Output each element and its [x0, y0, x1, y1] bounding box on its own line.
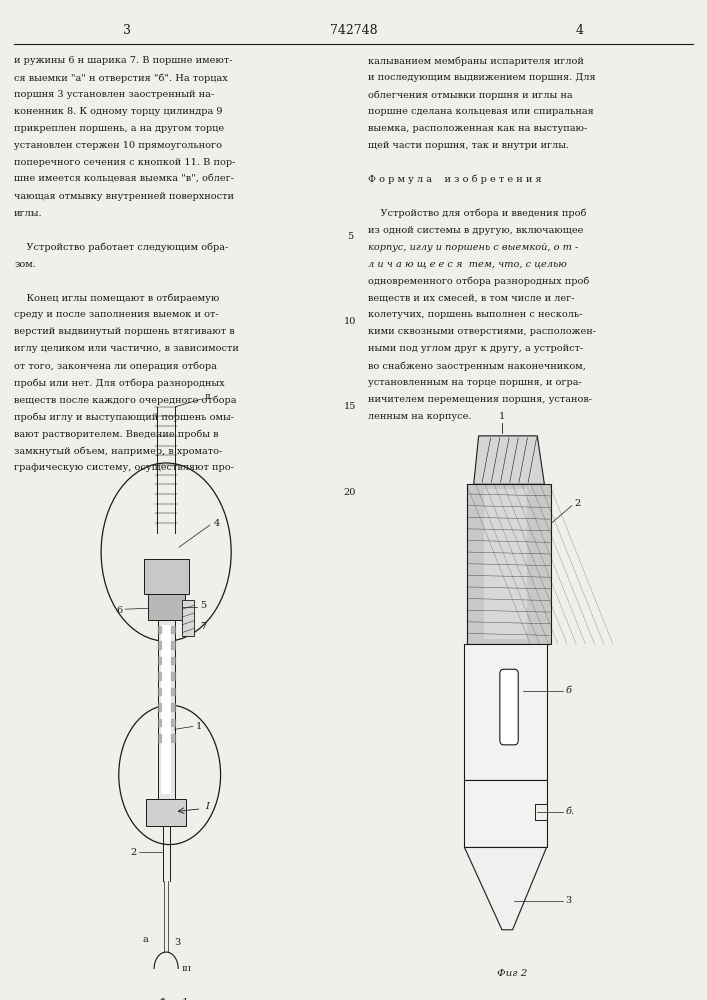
Text: калыванием мембраны испарителя иглой: калыванием мембраны испарителя иглой — [368, 56, 583, 66]
Text: во снабжено заостренным наконечником,: во снабжено заостренным наконечником, — [368, 361, 585, 371]
Text: прикреплен поршень, а на другом торце: прикреплен поршень, а на другом торце — [14, 124, 224, 133]
Text: колетучих, поршень выполнен с несколь-: колетучих, поршень выполнен с несколь- — [368, 310, 582, 319]
Polygon shape — [464, 847, 547, 930]
Bar — [158, 620, 175, 799]
Bar — [484, 489, 527, 639]
Text: от того, закончена ли операция отбора: от того, закончена ли операция отбора — [14, 361, 217, 371]
Text: 3: 3 — [175, 938, 181, 947]
Text: замкнутый объем, например, в хромато-: замкнутый объем, например, в хромато- — [14, 446, 223, 456]
Text: ленным на корпусе.: ленным на корпусе. — [368, 412, 471, 421]
Text: 15: 15 — [344, 402, 356, 411]
Bar — [148, 594, 185, 620]
Text: веществ после каждого очередного отбора: веществ после каждого очередного отбора — [14, 395, 237, 405]
Text: Фиг 2: Фиг 2 — [498, 969, 527, 978]
Text: кими сквозными отверстиями, расположен-: кими сквозными отверстиями, расположен- — [368, 327, 595, 336]
Text: поперечного сечения с кнопкой 11. В пор-: поперечного сечения с кнопкой 11. В пор- — [14, 158, 235, 167]
Text: зом.: зом. — [14, 260, 36, 269]
Text: коненник 8. К одному торцу цилиндра 9: коненник 8. К одному торцу цилиндра 9 — [14, 107, 223, 116]
Text: 2: 2 — [130, 848, 136, 857]
Text: ничителем перемещения поршня, установ-: ничителем перемещения поршня, установ- — [368, 395, 592, 404]
Text: облегчения отмывки поршня и иглы на: облегчения отмывки поршня и иглы на — [368, 90, 572, 100]
Text: a: a — [143, 935, 148, 944]
Text: установлен стержен 10 прямоугольного: установлен стержен 10 прямоугольного — [14, 141, 222, 150]
Text: установленным на торце поршня, и огра-: установленным на торце поршня, и огра- — [368, 378, 581, 387]
Bar — [535, 804, 547, 820]
Polygon shape — [467, 484, 551, 644]
Bar — [464, 644, 547, 780]
Text: верстий выдвинутый поршень втягивают в: верстий выдвинутый поршень втягивают в — [14, 327, 235, 336]
Text: ными под углом друг к другу, а устройст-: ными под углом друг к другу, а устройст- — [368, 344, 583, 353]
Text: ся выемки "а" н отверстия "б". На торцах: ся выемки "а" н отверстия "б". На торцах — [14, 73, 228, 83]
Text: и ружины 6 н шарика 7. В поршне имеют-: и ружины 6 н шарика 7. В поршне имеют- — [14, 56, 233, 65]
Text: веществ и их смесей, в том числе и лег-: веществ и их смесей, в том числе и лег- — [368, 293, 574, 302]
Text: 5: 5 — [347, 232, 353, 241]
Bar — [161, 625, 171, 794]
Text: 10: 10 — [344, 317, 356, 326]
Text: 1: 1 — [196, 722, 202, 731]
Bar — [464, 780, 547, 847]
Text: одновременного отбора разнородных проб: одновременного отбора разнородных проб — [368, 277, 589, 286]
Bar — [146, 799, 186, 826]
Text: Ф о р м у л а    и з о б р е т е н и я: Ф о р м у л а и з о б р е т е н и я — [368, 175, 542, 184]
Text: 7: 7 — [200, 622, 206, 631]
Text: 2: 2 — [575, 499, 581, 508]
Text: шне имеется кольцевая выемка "в", облег-: шне имеется кольцевая выемка "в", облег- — [14, 175, 234, 184]
Text: 4: 4 — [214, 519, 221, 528]
Text: III: III — [182, 965, 192, 973]
Text: 742748: 742748 — [329, 24, 378, 37]
FancyBboxPatch shape — [500, 669, 518, 745]
Text: 1: 1 — [499, 412, 505, 421]
Text: корпус, иглу и поршень с выемкой, о т -: корпус, иглу и поршень с выемкой, о т - — [368, 243, 578, 252]
Text: II: II — [205, 393, 212, 401]
Text: 20: 20 — [344, 488, 356, 497]
Text: Устройство для отбора и введения проб: Устройство для отбора и введения проб — [368, 209, 586, 218]
Text: поршня 3 установлен заостренный на-: поршня 3 установлен заостренный на- — [14, 90, 214, 99]
Text: поршне сделана кольцевая или спиральная: поршне сделана кольцевая или спиральная — [368, 107, 593, 116]
Text: л и ч а ю щ е е с я  тем, что, с целью: л и ч а ю щ е е с я тем, что, с целью — [368, 260, 566, 269]
Text: Конец иглы помещают в отбираемую: Конец иглы помещают в отбираемую — [14, 293, 219, 303]
Polygon shape — [474, 436, 544, 484]
Text: из одной системы в другую, включающее: из одной системы в другую, включающее — [368, 226, 583, 235]
Polygon shape — [144, 559, 189, 594]
Text: графическую систему, осуществляют про-: графическую систему, осуществляют про- — [14, 463, 234, 472]
Text: Устройство работает следующим обра-: Устройство работает следующим обра- — [14, 243, 228, 252]
Text: среду и после заполнения выемок и от-: среду и после заполнения выемок и от- — [14, 310, 218, 319]
Bar — [182, 600, 194, 636]
Text: вают растворителем. Введение пробы в: вают растворителем. Введение пробы в — [14, 429, 218, 439]
Text: б.: б. — [566, 807, 575, 816]
Text: 3: 3 — [123, 24, 132, 37]
Text: Фиг 1: Фиг 1 — [158, 998, 188, 1000]
Text: 6: 6 — [116, 606, 122, 615]
Text: 4: 4 — [575, 24, 584, 37]
Text: и последующим выдвижением поршня. Для: и последующим выдвижением поршня. Для — [368, 73, 595, 82]
Text: иглу целиком или частично, в зависимости: иглу целиком или частично, в зависимости — [14, 344, 239, 353]
Text: пробы иглу и выступающий поршень омы-: пробы иглу и выступающий поршень омы- — [14, 412, 234, 422]
Text: выемка, расположенная как на выступаю-: выемка, расположенная как на выступаю- — [368, 124, 587, 133]
Text: чающая отмывку внутренней поверхности: чающая отмывку внутренней поверхности — [14, 192, 234, 201]
Text: иглы.: иглы. — [14, 209, 42, 218]
Text: 5: 5 — [200, 601, 206, 610]
Text: щей части поршня, так и внутри иглы.: щей части поршня, так и внутри иглы. — [368, 141, 568, 150]
Text: 3: 3 — [566, 896, 572, 905]
Text: I: I — [205, 802, 209, 811]
Text: пробы или нет. Для отбора разнородных: пробы или нет. Для отбора разнородных — [14, 378, 225, 388]
Text: б: б — [566, 686, 571, 695]
